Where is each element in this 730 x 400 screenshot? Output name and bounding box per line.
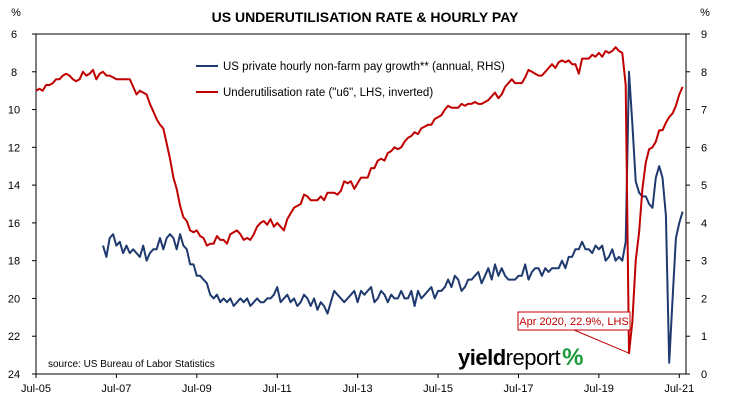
left-axis-unit: %: [11, 7, 21, 19]
series-line-underutilisation: [35, 46, 684, 355]
chart-title: US UNDERUTILISATION RATE & HOURLY PAY: [212, 9, 519, 25]
right-tick-label: 9: [701, 29, 707, 41]
annotation-text: Apr 2020, 22.9%, LHS: [519, 316, 628, 328]
left-tick-label: 12: [8, 142, 20, 154]
series-line-pay-growth: [102, 70, 684, 364]
right-tick-label: 2: [701, 293, 707, 305]
logo-percent: %: [562, 344, 583, 371]
x-tick-label: Jul-17: [503, 383, 533, 395]
svg-text:yieldreport%: yieldreport%: [458, 344, 583, 371]
x-tick-label: Jul-13: [343, 383, 373, 395]
x-tick-label: Jul-07: [101, 383, 131, 395]
left-tick-label: 20: [8, 293, 20, 305]
right-tick-label: 7: [701, 105, 707, 117]
x-tick-label: Jul-15: [423, 383, 453, 395]
left-tick-label: 8: [11, 67, 17, 79]
legend-label-pay-growth: US private hourly non-farm pay growth** …: [223, 61, 505, 73]
right-axis-unit: %: [700, 7, 710, 19]
yieldreport-logo: yieldreport%: [458, 344, 583, 371]
right-tick-label: 1: [701, 331, 707, 343]
x-tick-label: Jul-09: [182, 383, 212, 395]
right-tick-label: 0: [701, 369, 707, 381]
left-tick-label: 16: [8, 218, 20, 230]
right-tick-label: 8: [701, 67, 707, 79]
logo-yield: yield: [458, 345, 506, 370]
plot-area: [35, 33, 687, 375]
legend-label-underutilisation: Underutilisation rate ("u6", LHS, invert…: [223, 87, 433, 99]
right-tick-label: 5: [701, 180, 707, 192]
left-tick-label: 18: [8, 256, 20, 268]
left-tick-label: 22: [8, 331, 20, 343]
x-tick-label: Jul-11: [263, 383, 292, 395]
left-tick-label: 14: [8, 180, 20, 192]
annotation: Apr 2020, 22.9%, LHS: [517, 311, 631, 354]
x-axis: Jul-05 Jul-07 Jul-09 Jul-11 Jul-13 Jul-15 Jul-…: [21, 374, 694, 395]
series-layer: [35, 46, 684, 364]
annotation-leader: [573, 329, 630, 354]
right-tick-label: 4: [701, 218, 707, 230]
x-tick-label: Jul-05: [21, 383, 51, 395]
logo-report: report: [506, 345, 561, 370]
x-tick-label: Jul-21: [664, 383, 694, 395]
right-axis: 0 1 2 3 4 5 6 7 8 9: [686, 29, 707, 381]
left-tick-label: 10: [8, 105, 20, 117]
source-note: source: US Bureau of Labor Statistics: [48, 359, 215, 370]
left-axis: 6 8 10 12 14 16 18 20 22 24: [8, 29, 36, 381]
legend: US private hourly non-farm pay growth** …: [196, 61, 505, 99]
right-tick-label: 3: [701, 256, 707, 268]
left-tick-label: 24: [8, 369, 20, 381]
x-tick-label: Jul-19: [584, 383, 614, 395]
left-tick-label: 6: [11, 29, 17, 41]
right-tick-label: 6: [701, 142, 707, 154]
